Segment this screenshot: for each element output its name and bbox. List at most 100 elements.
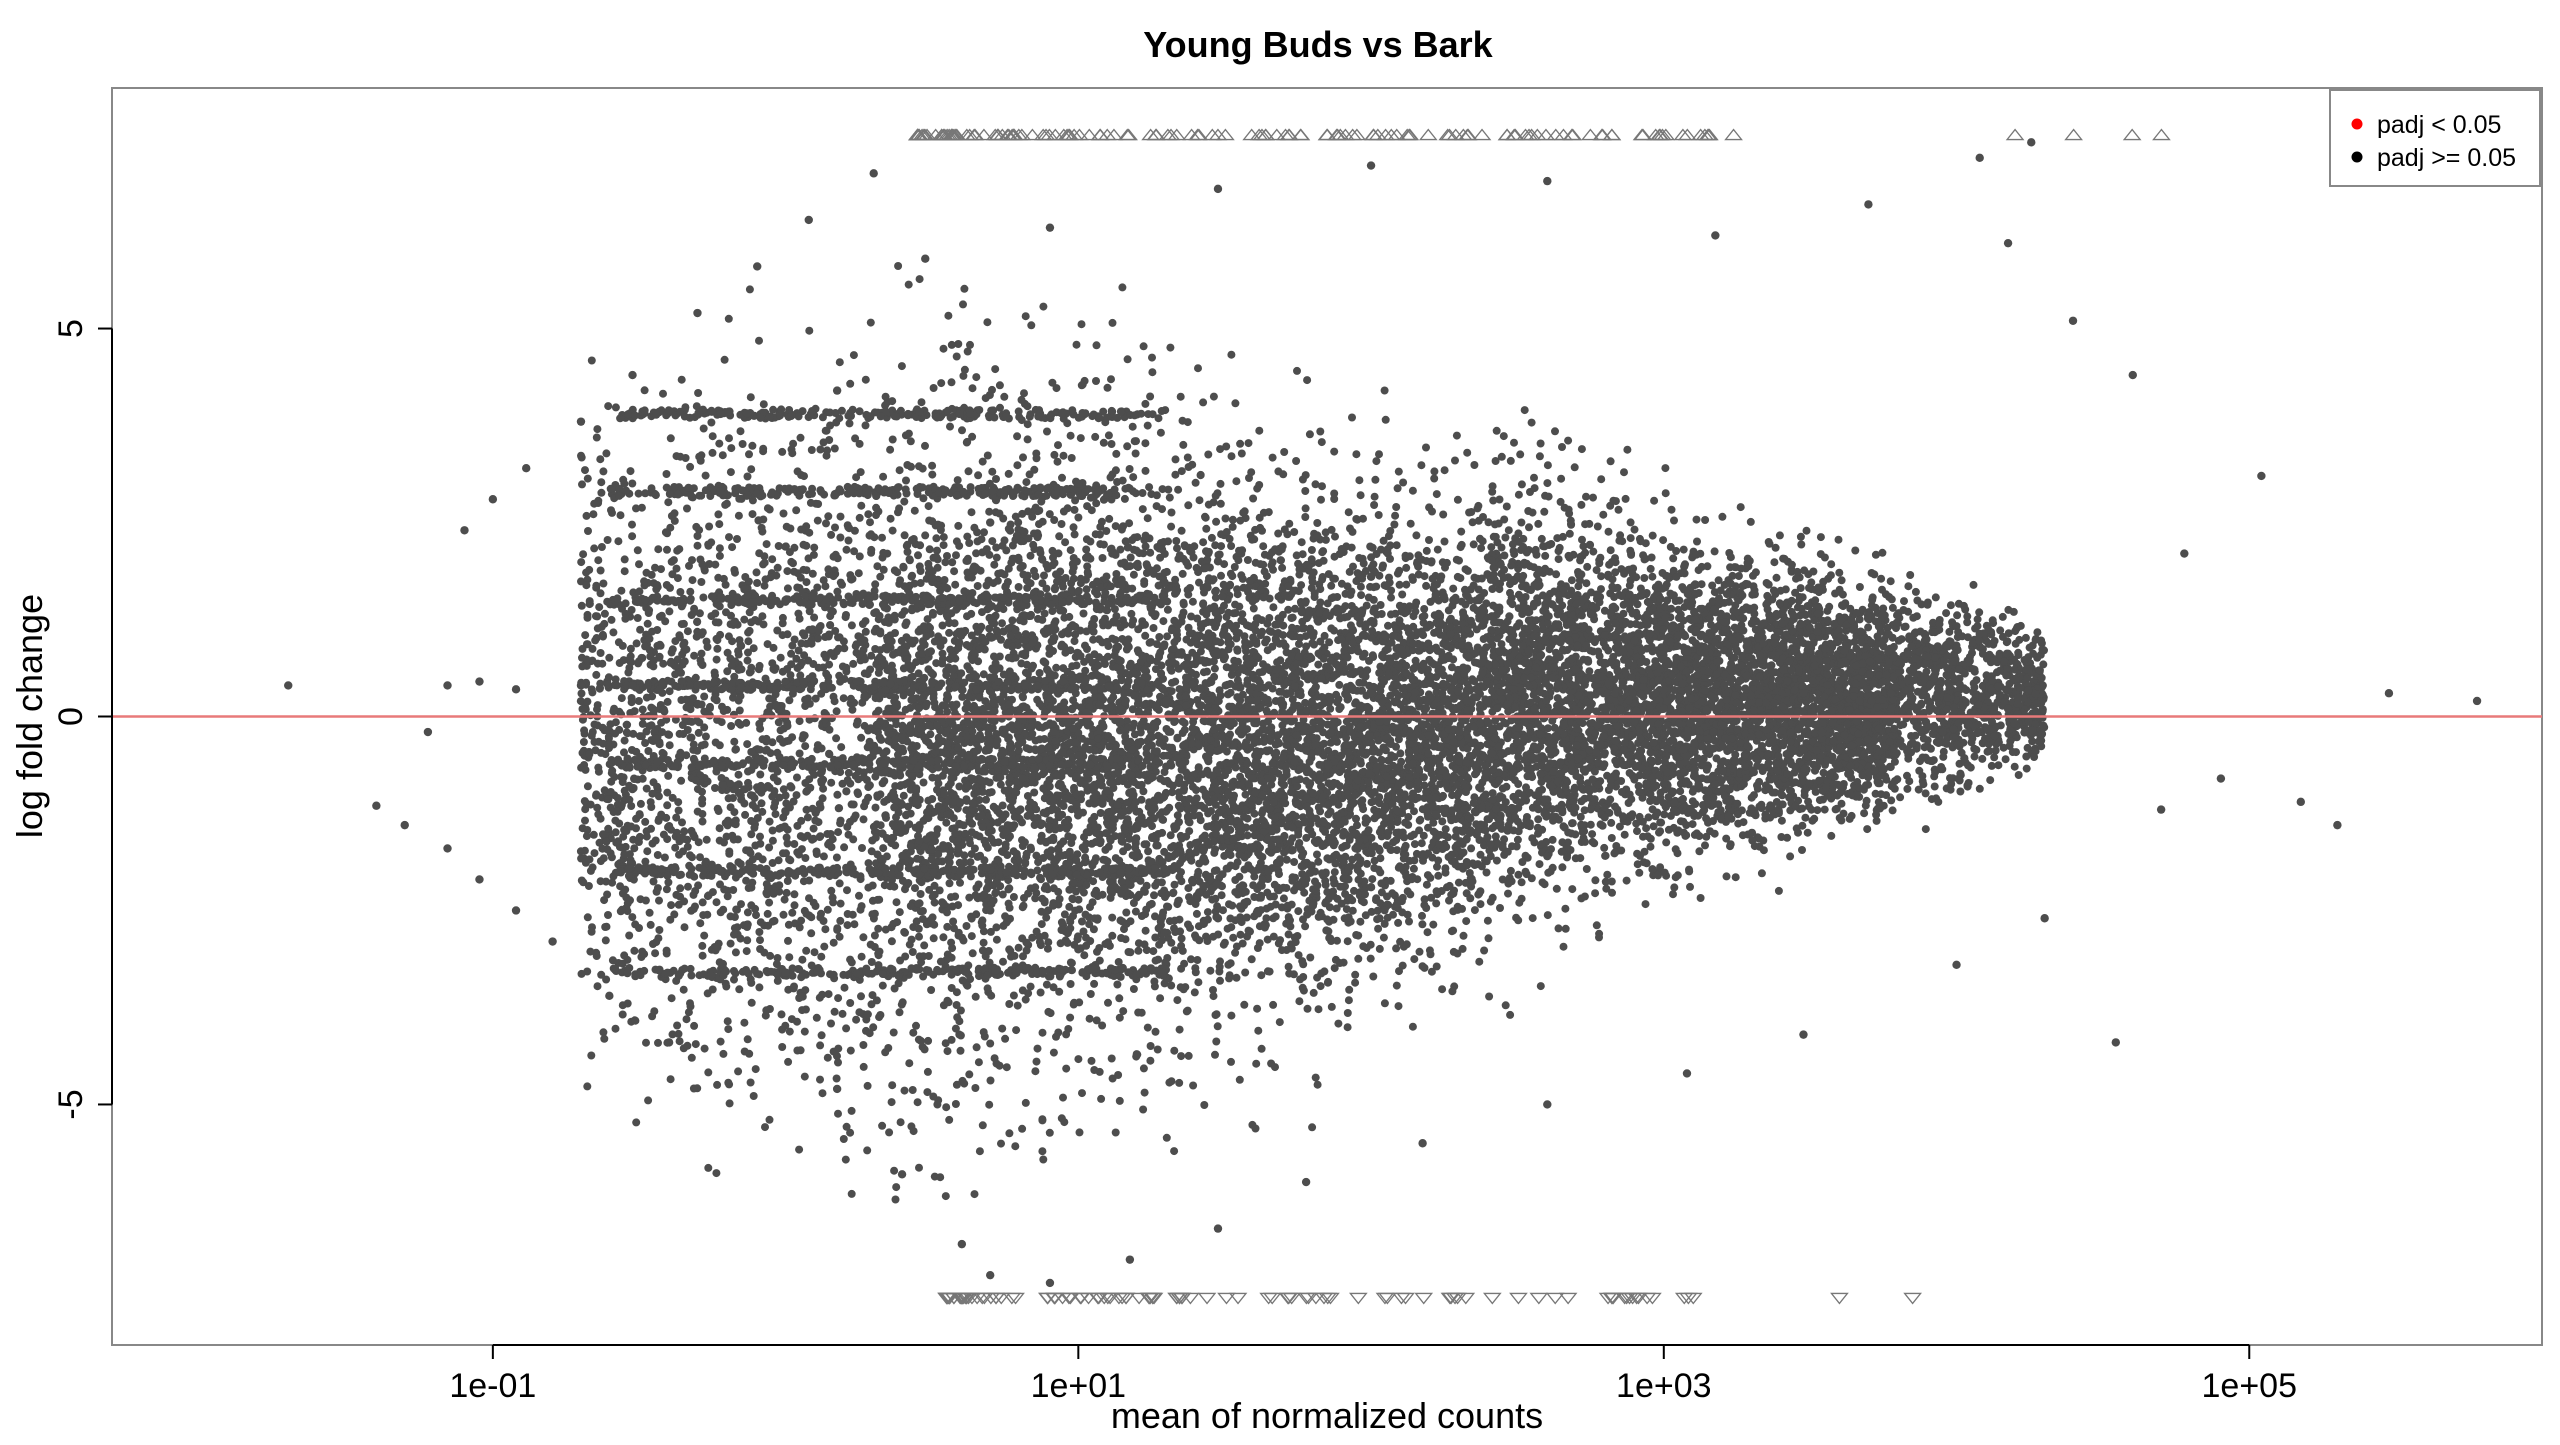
data-point — [424, 728, 432, 736]
data-point — [1799, 1030, 1807, 1038]
data-point — [1162, 697, 1170, 705]
x-tick-label: 1e+05 — [2202, 1367, 2298, 1405]
data-point — [1367, 161, 1375, 169]
data-point — [2157, 805, 2165, 813]
clipped-low-marker — [1182, 1293, 1198, 1303]
clipped-high-marker — [1383, 130, 1399, 140]
data-point — [1683, 1069, 1691, 1077]
data-point — [1924, 697, 1932, 705]
data-point — [1660, 705, 1668, 713]
data-point — [1864, 200, 1872, 208]
data-point — [2004, 239, 2012, 247]
data-point — [833, 1085, 841, 1093]
clipped-high-marker — [2153, 130, 2169, 140]
clipped-low-marker — [1350, 1293, 1366, 1303]
data-point — [1711, 231, 1719, 239]
data-point — [805, 216, 813, 224]
data-point — [870, 169, 878, 177]
data-point — [986, 906, 994, 914]
chart-title: Young Buds vs Bark — [1143, 24, 1493, 65]
data-point — [1250, 736, 1258, 744]
y-tick-label: -5 — [52, 1089, 90, 1119]
data-point — [512, 685, 520, 693]
data-point — [1074, 945, 1082, 953]
legend-label-significant: padj < 0.05 — [2377, 111, 2501, 139]
data-point — [1367, 573, 1375, 581]
data-point — [2129, 371, 2137, 379]
data-point — [1543, 596, 1551, 604]
data-point — [577, 681, 585, 689]
data-point — [1543, 177, 1551, 185]
data-point — [1799, 689, 1807, 697]
clipped-high-marker — [1474, 130, 1490, 140]
data-point — [898, 1170, 906, 1178]
data-point — [1074, 751, 1082, 759]
data-point — [2004, 705, 2012, 713]
data-point — [1367, 883, 1375, 891]
clipped-low-marker — [1531, 1293, 1547, 1303]
data-point — [2333, 821, 2341, 829]
data-point — [605, 992, 613, 1000]
legend-marker-significant — [2352, 119, 2363, 130]
data-point — [693, 309, 701, 317]
clipped-high-marker — [1024, 130, 1040, 140]
data-point — [833, 386, 841, 394]
data-point — [475, 677, 483, 685]
clipped-low-marker — [1416, 1293, 1432, 1303]
data-point — [522, 464, 530, 472]
clipped-low-marker — [1905, 1293, 1921, 1303]
data-point — [1543, 852, 1551, 860]
data-point — [2257, 472, 2265, 480]
x-axis-label: mean of normalized counts — [1111, 1395, 1543, 1436]
clipped-high-marker — [1163, 130, 1179, 140]
clipped-low-marker — [1510, 1293, 1526, 1303]
data-point — [443, 844, 451, 852]
data-point — [1046, 223, 1054, 231]
y-tick-label: 5 — [52, 319, 90, 338]
data-point — [2385, 689, 2393, 697]
data-point — [986, 674, 994, 682]
data-point — [665, 1038, 673, 1046]
data-point — [986, 518, 994, 526]
data-point — [716, 410, 724, 418]
data-point — [2473, 697, 2481, 705]
data-point — [716, 867, 724, 875]
data-point — [693, 681, 701, 689]
data-point — [986, 1271, 994, 1279]
clipped-high-marker — [1726, 130, 1742, 140]
data-point — [716, 487, 724, 495]
clipped-low-marker — [1831, 1293, 1847, 1303]
clipped-low-marker — [1644, 1293, 1660, 1303]
clipped-low-marker — [1639, 1293, 1655, 1303]
x-tick-label: 1e-01 — [449, 1367, 536, 1405]
data-point — [1046, 1279, 1054, 1287]
data-point — [1214, 185, 1222, 193]
data-point — [921, 255, 929, 263]
data-point — [475, 875, 483, 883]
data-point — [1214, 914, 1222, 922]
data-point — [1126, 1255, 1134, 1263]
data-point — [628, 681, 636, 689]
data-point — [489, 495, 497, 503]
data-point — [1543, 1100, 1551, 1108]
data-point — [781, 968, 789, 976]
data-point — [577, 417, 585, 425]
data-point — [2112, 1038, 2120, 1046]
data-point — [1214, 557, 1222, 565]
y-axis: -505 — [52, 319, 112, 1120]
data-point — [443, 681, 451, 689]
data-point — [460, 526, 468, 534]
x-tick-label: 1e+03 — [1616, 1367, 1712, 1405]
data-point — [1418, 1139, 1426, 1147]
clipped-high-marker — [2007, 130, 2023, 140]
legend-marker-not-significant — [2352, 152, 2363, 163]
data-point — [1214, 1224, 1222, 1232]
data-point — [2180, 549, 2188, 557]
data-point — [753, 262, 761, 270]
data-point — [548, 937, 556, 945]
data-point — [1074, 480, 1082, 488]
data-point — [1571, 681, 1579, 689]
clipped-low-marker — [1230, 1293, 1246, 1303]
